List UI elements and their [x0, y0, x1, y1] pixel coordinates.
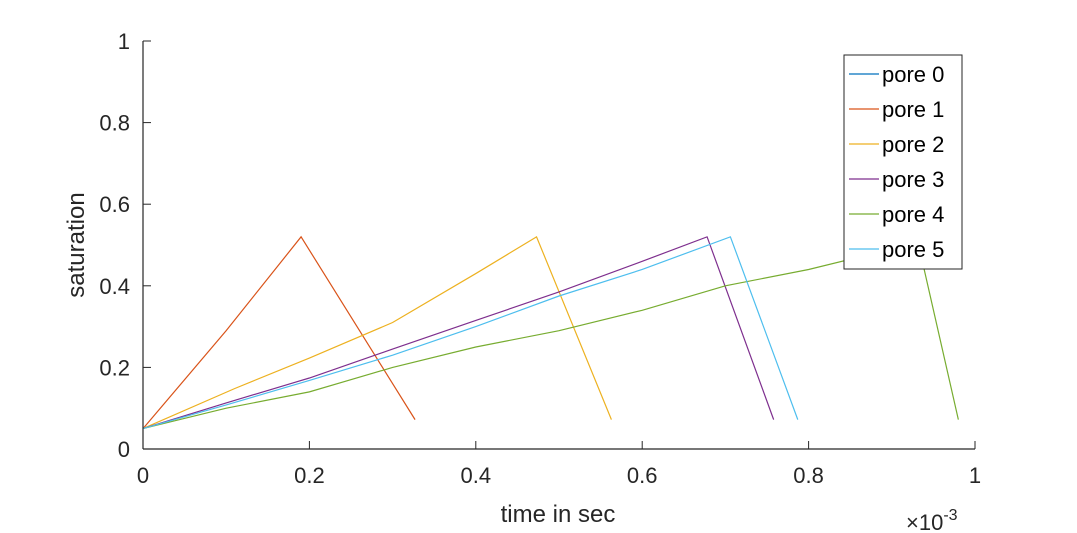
y-tick-label: 0.4 [99, 274, 130, 299]
x-exponent-label: ×10-3 [906, 507, 958, 533]
x-exponent-base: ×10 [906, 510, 943, 533]
legend-label: pore 5 [882, 237, 944, 262]
legend: pore 0 pore 1 pore 2 pore 3 pore 4 pore 5 [843, 54, 963, 270]
series-line-pore-5 [142, 236, 799, 430]
legend-box [843, 54, 963, 270]
y-tick-label: 0.8 [99, 111, 130, 136]
x-axis-label: time in sec [501, 501, 616, 528]
y-axis-label: saturation [63, 192, 90, 297]
axes [142, 41, 975, 450]
legend-label: pore 1 [882, 97, 944, 122]
legend-label: pore 3 [882, 167, 944, 192]
plot-lines [142, 235, 959, 430]
series-line-pore-3 [142, 236, 775, 430]
x-tick-label: 0.6 [627, 463, 658, 488]
x-tick-label: 0.4 [461, 463, 492, 488]
x-tick-label: 1 [969, 463, 981, 488]
ticks: 0 0.2 0.4 0.6 0.8 1 0 0.2 0.4 0.6 0.8 1 [99, 29, 981, 488]
x-exponent-power: -3 [943, 507, 957, 524]
series-line-pore-1 [142, 235, 416, 429]
legend-label: pore 0 [882, 62, 944, 87]
legend-label: pore 2 [882, 132, 944, 157]
series-line-pore-2 [142, 235, 612, 430]
y-tick-label: 0.2 [99, 355, 130, 380]
y-tick-label: 0 [118, 437, 130, 462]
x-tick-label: 0.8 [793, 463, 824, 488]
series-line-pore-4 [142, 235, 959, 430]
y-tick-label: 0.6 [99, 192, 130, 217]
legend-label: pore 4 [882, 202, 944, 227]
x-tick-label: 0 [137, 463, 149, 488]
x-tick-label: 0.2 [294, 463, 325, 488]
y-tick-label: 1 [118, 29, 130, 54]
